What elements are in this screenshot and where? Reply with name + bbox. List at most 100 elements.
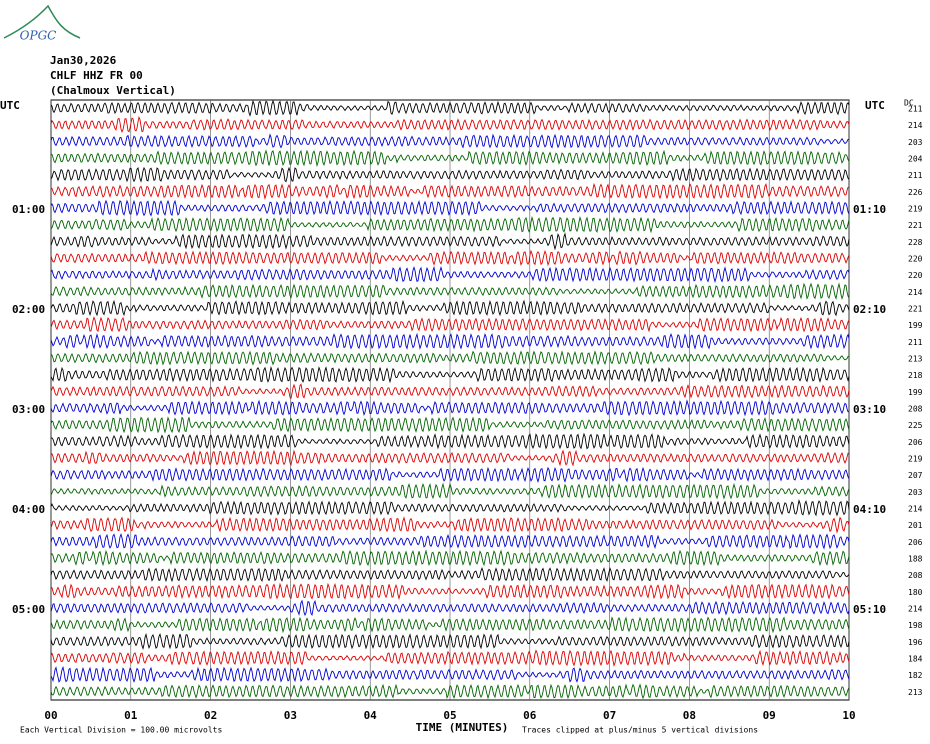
seismic-trace <box>50 166 850 183</box>
seismic-trace <box>50 599 850 617</box>
dc-value: 220 <box>908 255 923 264</box>
dc-value: 180 <box>908 588 923 597</box>
seismic-trace <box>50 649 850 667</box>
dc-value: 214 <box>908 121 923 130</box>
seismic-trace <box>50 199 850 217</box>
dc-value: 214 <box>908 505 923 514</box>
x-tick-label: 07 <box>603 709 616 722</box>
seismic-trace <box>50 632 850 651</box>
dc-value: 208 <box>908 405 923 414</box>
seismic-trace <box>50 232 850 251</box>
header-date: Jan30,2026 <box>50 54 117 67</box>
footer-right: Traces clipped at plus/minus 5 vertical … <box>522 726 758 735</box>
dc-value: 225 <box>908 421 923 430</box>
x-tick-label: 02 <box>204 709 217 722</box>
seismic-trace <box>50 616 850 634</box>
seismic-trace <box>50 265 850 284</box>
left-time-label: 01:00 <box>12 203 45 216</box>
x-tick-label: 08 <box>683 709 696 722</box>
right-time-label: 03:10 <box>853 403 886 416</box>
dc-value: 213 <box>908 355 923 364</box>
x-axis-title: TIME (MINUTES) <box>416 721 509 734</box>
dc-value: 228 <box>908 238 923 247</box>
seismic-trace <box>50 149 850 168</box>
dc-title: DC <box>904 99 914 108</box>
seismic-trace <box>50 316 850 333</box>
header-station: CHLF HHZ FR 00 <box>50 69 143 82</box>
seismic-trace <box>50 365 850 384</box>
seismic-trace <box>50 133 850 149</box>
dc-value: 203 <box>908 138 923 147</box>
dc-value: 199 <box>908 388 923 397</box>
dc-value: 196 <box>908 638 923 647</box>
left-time-label: 03:00 <box>12 403 45 416</box>
seismic-trace <box>50 532 850 550</box>
logo: OPGC <box>20 29 57 43</box>
dc-value: 214 <box>908 288 923 297</box>
seismic-trace <box>50 567 850 583</box>
dc-value: 204 <box>908 155 923 164</box>
seismic-trace <box>50 582 850 601</box>
dc-value: 188 <box>908 555 923 564</box>
header-location: (Chalmoux Vertical) <box>50 84 176 97</box>
dc-value: 207 <box>908 471 923 480</box>
seismic-trace <box>50 516 850 534</box>
seismic-trace <box>50 383 850 400</box>
seismic-trace <box>50 249 850 267</box>
x-tick-label: 05 <box>443 709 456 722</box>
dc-value: 211 <box>908 171 923 180</box>
seismic-trace <box>50 215 850 234</box>
right-time-label: 02:10 <box>853 303 886 316</box>
dc-value: 198 <box>908 621 923 630</box>
left-time-label: 05:00 <box>12 603 45 616</box>
logo-curve <box>3 4 81 39</box>
x-tick-label: 01 <box>124 709 138 722</box>
seismic-trace <box>50 399 850 417</box>
right-time-label: 04:10 <box>853 503 886 516</box>
seismic-trace <box>50 115 850 133</box>
dc-value: 219 <box>908 455 923 464</box>
seismic-trace <box>50 182 849 200</box>
seismic-trace <box>50 482 850 500</box>
seismic-trace <box>50 99 850 117</box>
seismic-trace <box>50 683 850 700</box>
dc-value: 213 <box>908 688 923 697</box>
dc-value: 219 <box>908 205 923 214</box>
seismic-trace <box>50 665 850 683</box>
dc-value: 184 <box>908 655 923 664</box>
dc-value: 221 <box>908 221 923 230</box>
dc-value: 206 <box>908 538 923 547</box>
seismic-trace <box>50 549 850 567</box>
x-tick-label: 10 <box>842 709 855 722</box>
dc-value: 203 <box>908 488 923 497</box>
left-axis-title: UTC <box>0 99 20 112</box>
seismic-trace <box>50 449 850 467</box>
x-tick-label: 09 <box>763 709 776 722</box>
seismic-trace <box>50 299 850 317</box>
dc-value: 182 <box>908 671 923 680</box>
dc-value: 221 <box>908 305 923 314</box>
dc-value: 226 <box>908 188 923 197</box>
dc-value: 211 <box>908 338 923 347</box>
seismic-trace <box>50 282 850 301</box>
x-tick-label: 03 <box>284 709 297 722</box>
seismic-trace <box>50 432 850 450</box>
footer-left: Each Vertical Division = 100.00 microvol… <box>20 726 222 735</box>
dc-value: 214 <box>908 605 923 614</box>
dc-value: 206 <box>908 438 923 447</box>
seismic-trace <box>50 498 850 517</box>
left-time-label: 04:00 <box>12 503 45 516</box>
dc-value: 199 <box>908 321 923 330</box>
right-time-label: 01:10 <box>853 203 886 216</box>
dc-value: 201 <box>908 521 923 530</box>
x-tick-label: 04 <box>364 709 378 722</box>
dc-value: 220 <box>908 271 923 280</box>
right-time-label: 05:10 <box>853 603 886 616</box>
left-time-label: 02:00 <box>12 303 45 316</box>
dc-value: 208 <box>908 571 923 580</box>
dc-value: 218 <box>908 371 923 380</box>
x-tick-label: 00 <box>44 709 57 722</box>
seismic-trace <box>50 416 850 434</box>
dc-value: 211 <box>908 105 923 114</box>
